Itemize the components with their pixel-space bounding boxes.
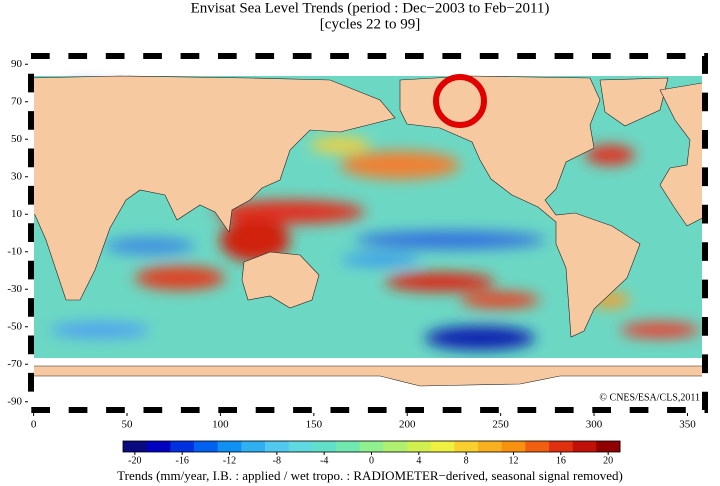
y-tick-label: -50 bbox=[7, 320, 22, 332]
colorbar-segment bbox=[430, 441, 455, 452]
x-tick-label: 350 bbox=[679, 419, 696, 431]
colorbar-tick-label: -20 bbox=[128, 455, 141, 466]
no-data bbox=[28, 358, 708, 368]
colorbar-segment bbox=[407, 441, 432, 452]
colorbar-tick-label: -16 bbox=[175, 455, 188, 466]
trend-field bbox=[40, 85, 700, 350]
y-tick-label: -90 bbox=[7, 395, 22, 407]
credit: © CNES/ESA/CLS,2011 bbox=[599, 392, 700, 403]
colorbar-tick-label: 20 bbox=[603, 455, 613, 466]
y-tick-label: 30 bbox=[11, 170, 23, 182]
colorbar-segment bbox=[170, 441, 195, 452]
colorbar-segment bbox=[549, 441, 574, 452]
y-tick-label: 70 bbox=[11, 95, 23, 107]
colorbar-segment bbox=[217, 441, 242, 452]
colorbar-segment bbox=[312, 441, 337, 452]
colorbar-tick-label: 8 bbox=[464, 455, 469, 466]
colorbar-tick-label: -8 bbox=[273, 455, 281, 466]
colorbar-tick-label: -12 bbox=[223, 455, 236, 466]
frame-dashes bbox=[28, 53, 708, 413]
x-tick-label: 150 bbox=[306, 419, 323, 431]
x-tick-label: 300 bbox=[586, 419, 603, 431]
y-tick-label: 10 bbox=[11, 208, 23, 220]
colorbar-segment bbox=[359, 441, 384, 452]
colorbar-tick-label: 12 bbox=[509, 455, 519, 466]
y-tick-label: -10 bbox=[7, 245, 22, 257]
colorbar-tick-label: -4 bbox=[320, 455, 328, 466]
y-tick-label: 90 bbox=[11, 58, 23, 70]
title: Envisat Sea Level Trends (period : Dec−2… bbox=[191, 0, 550, 16]
colorbar-segment bbox=[383, 441, 408, 452]
land bbox=[28, 365, 708, 387]
colorbar-segment bbox=[241, 441, 266, 452]
y-tick-label: 50 bbox=[11, 133, 23, 145]
colorbar-segment bbox=[525, 441, 550, 452]
colorbar-segment bbox=[572, 441, 597, 452]
colorbar-segment bbox=[123, 441, 148, 452]
colorbar-segment bbox=[265, 441, 290, 452]
colorbar-tick-label: 16 bbox=[556, 455, 566, 466]
x-tick-label: 50 bbox=[122, 419, 134, 431]
x-tick-label: 0 bbox=[31, 419, 37, 431]
colorbar-tick-label: 0 bbox=[369, 455, 374, 466]
colorbar-label: Trends (mm/year, I.B. : applied / wet tr… bbox=[117, 468, 623, 483]
map bbox=[28, 53, 708, 413]
colorbar-segment bbox=[146, 441, 171, 452]
subtitle: [cycles 22 to 99] bbox=[320, 16, 420, 32]
highlight-circle bbox=[433, 74, 487, 128]
colorbar-segment bbox=[596, 441, 621, 452]
y-tick-label: -30 bbox=[7, 283, 22, 295]
land bbox=[659, 81, 708, 227]
y-tick-label: -70 bbox=[7, 358, 22, 370]
colorbar-segment bbox=[288, 441, 313, 452]
colorbar-tick-label: 4 bbox=[416, 455, 421, 466]
colorbar-segment bbox=[501, 441, 526, 452]
land bbox=[599, 77, 669, 127]
land bbox=[241, 251, 320, 309]
colorbar-segment bbox=[454, 441, 479, 452]
colorbar-segment bbox=[336, 441, 361, 452]
colorbar-segment bbox=[478, 441, 503, 452]
colorbar-segment bbox=[194, 441, 219, 452]
x-tick-label: 100 bbox=[212, 419, 229, 431]
land bbox=[28, 75, 396, 301]
land bbox=[399, 75, 641, 338]
x-tick-label: 200 bbox=[399, 419, 416, 431]
x-tick-label: 250 bbox=[492, 419, 509, 431]
